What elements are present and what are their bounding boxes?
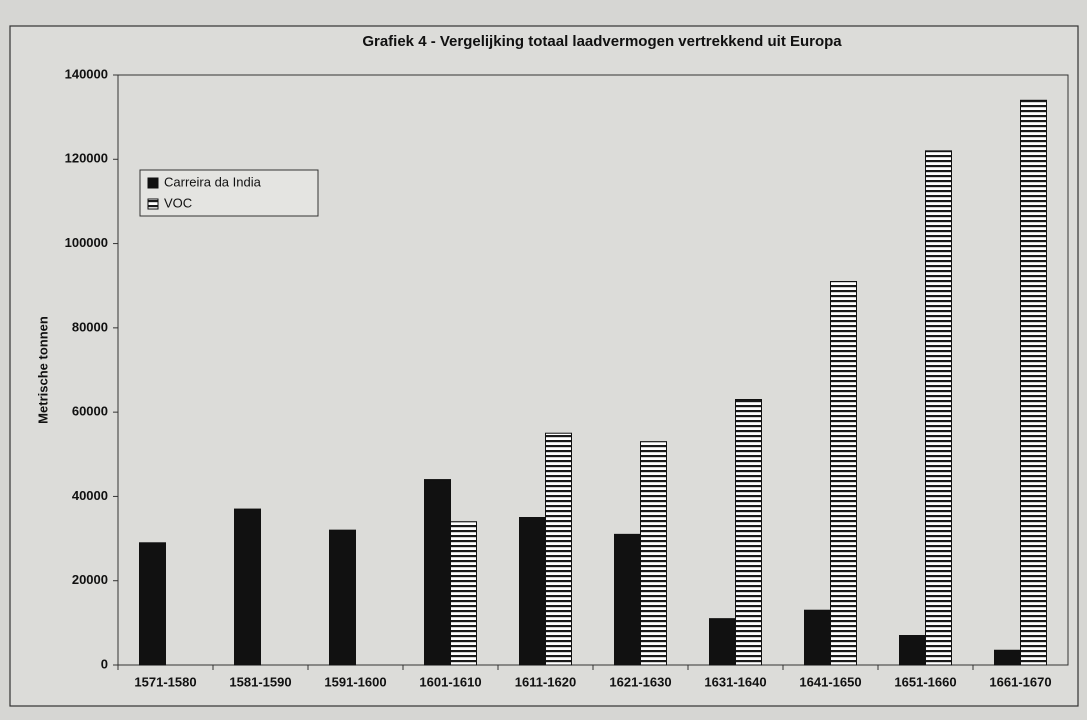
bar — [925, 150, 952, 666]
y-tick-label: 120000 — [65, 151, 108, 166]
bar — [329, 529, 356, 666]
x-tick-label: 1631-1640 — [704, 674, 766, 689]
legend-label: Carreira da India — [164, 174, 262, 189]
y-tick-label: 100000 — [65, 235, 108, 250]
x-tick-label: 1611-1620 — [515, 674, 576, 689]
x-tick-label: 1581-1590 — [229, 674, 291, 689]
bar — [234, 508, 261, 666]
x-tick-label: 1591-1600 — [324, 674, 386, 689]
bar — [1020, 99, 1047, 666]
bar — [424, 479, 451, 666]
y-tick-label: 80000 — [72, 319, 108, 334]
bar — [545, 432, 572, 666]
bar — [139, 542, 166, 666]
y-tick-label: 0 — [101, 656, 108, 671]
bar — [994, 649, 1021, 666]
chart-title: Grafiek 4 - Vergelijking totaal laadverm… — [362, 33, 842, 50]
legend-label: VOC — [164, 195, 192, 210]
bar — [830, 281, 857, 666]
legend-swatch — [147, 177, 159, 189]
x-tick-label: 1641-1650 — [799, 674, 861, 689]
bar — [735, 399, 762, 666]
y-axis-label: Metrische tonnen — [35, 316, 50, 424]
y-tick-label: 60000 — [72, 404, 108, 419]
y-tick-label: 140000 — [65, 66, 108, 81]
y-tick-label: 40000 — [72, 488, 108, 503]
bar — [614, 533, 641, 666]
x-tick-label: 1571-1580 — [134, 674, 196, 689]
bar — [519, 517, 546, 666]
bar — [804, 609, 831, 666]
x-tick-label: 1661-1670 — [989, 674, 1051, 689]
legend-swatch — [147, 198, 159, 210]
bar — [899, 635, 926, 666]
y-tick-label: 20000 — [72, 572, 108, 587]
x-tick-label: 1651-1660 — [894, 674, 956, 689]
bar — [450, 521, 477, 666]
bar — [709, 618, 736, 666]
bar — [640, 441, 667, 666]
legend-box — [139, 169, 319, 217]
x-tick-label: 1621-1630 — [609, 674, 671, 689]
x-tick-label: 1601-1610 — [419, 674, 481, 689]
